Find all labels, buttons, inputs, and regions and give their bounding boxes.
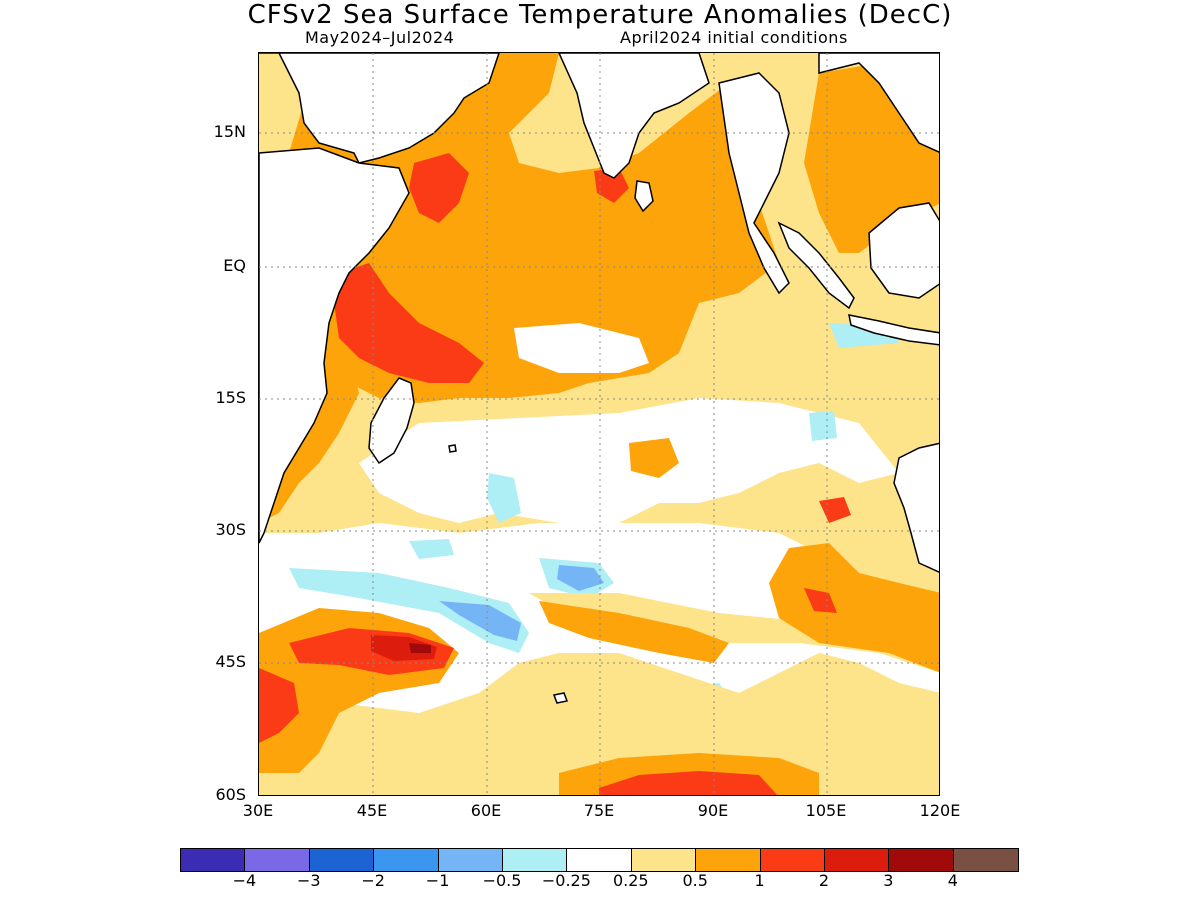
africa-arabia-land xyxy=(259,53,500,164)
moderate-warm-south xyxy=(539,601,729,663)
colorbar-label-5: −0.25 xyxy=(541,871,591,890)
colorbar-label-0: −4 xyxy=(232,871,257,890)
lon-label-75e: 75E xyxy=(583,801,615,820)
lat-label-15n: 15N xyxy=(213,122,246,141)
colorbar-swatch-1 xyxy=(245,849,310,871)
cool-patch-6 xyxy=(809,411,837,441)
borneo-land xyxy=(868,202,939,299)
moderate-warm-southeast xyxy=(769,543,939,673)
forecast-period: May2024–Jul2024 xyxy=(305,28,455,47)
colorbar-label-1: −3 xyxy=(297,871,321,890)
colorbar-label-4: −0.5 xyxy=(482,871,522,890)
strong-warm-west-edge xyxy=(259,668,299,743)
moderate-warm-center-south xyxy=(629,438,679,478)
neutral-central xyxy=(514,323,649,373)
lat-label-60s: 60S xyxy=(215,785,246,804)
lat-label-15s: 15S xyxy=(215,388,246,407)
colorbar-swatch-12 xyxy=(953,849,1019,871)
chart-title: CFSv2 Sea Surface Temperature Anomalies … xyxy=(247,0,953,30)
java-land xyxy=(848,314,939,346)
colorbar-label-6: 0.25 xyxy=(612,871,649,890)
lon-label-90e: 90E xyxy=(697,801,729,820)
graticule xyxy=(259,53,939,795)
lat-label-45s: 45S xyxy=(215,652,246,671)
lon-label-120e: 120E xyxy=(919,801,961,820)
colorbar-label-7: 0.5 xyxy=(682,871,708,890)
colorbar-label-8: 1 xyxy=(754,871,765,890)
indochina-land xyxy=(718,72,790,295)
india-land xyxy=(558,53,710,179)
colorbar-swatch-10 xyxy=(824,849,890,871)
cool-patch-1 xyxy=(487,473,521,523)
colorbar-swatch-4 xyxy=(438,849,503,871)
warm-band-south xyxy=(259,593,939,795)
colorbar-swatch-8 xyxy=(696,849,761,871)
colorbar-label-2: −2 xyxy=(361,871,385,890)
colorbar-label-3: −1 xyxy=(425,871,450,890)
strong-warm-southwest xyxy=(334,263,484,383)
colorbar-swatch-2 xyxy=(309,849,375,871)
strong-warm-srilanka xyxy=(594,168,629,203)
strong-warm-far-south xyxy=(599,771,778,795)
colorbar xyxy=(180,848,1020,872)
land-masses xyxy=(259,53,939,704)
map-canvas xyxy=(259,53,939,795)
lon-label-30e: 30E xyxy=(242,801,274,820)
cool-patch-2 xyxy=(409,539,454,559)
lon-label-60e: 60E xyxy=(470,801,502,820)
lat-label-30s: 30S xyxy=(215,520,246,539)
initial-conditions: April2024 initial conditions xyxy=(620,28,848,47)
colorbar-swatch-3 xyxy=(374,849,439,871)
sumatra-land xyxy=(777,221,855,310)
colorbar-label-11: 4 xyxy=(947,871,958,890)
colorbar-swatch-0 xyxy=(181,849,246,871)
lat-label-eq: EQ xyxy=(223,256,246,275)
strong-warm-se-patch-2 xyxy=(804,588,837,613)
cold-patch-2 xyxy=(439,601,521,641)
colorbar-swatch-9 xyxy=(760,849,825,871)
colorbar-swatch-11 xyxy=(889,849,954,871)
sst-anomaly-map xyxy=(258,52,940,796)
colorbar-label-9: 2 xyxy=(818,871,830,890)
australia-land xyxy=(893,442,939,573)
kerguelen-island xyxy=(552,692,569,704)
colorbar-swatch-6 xyxy=(567,849,632,871)
madagascar-land xyxy=(368,377,415,465)
very-strong-warm-45s xyxy=(371,635,437,661)
lon-label-45e: 45E xyxy=(356,801,388,820)
southeast-asia-land xyxy=(818,53,939,153)
mauritius-island xyxy=(448,444,457,453)
colorbar-swatch-7 xyxy=(631,849,697,871)
horn-of-africa-land xyxy=(259,147,410,544)
colorbar-swatch-5 xyxy=(502,849,568,871)
strong-warm-arabian xyxy=(409,153,469,223)
cool-patch-3 xyxy=(289,568,529,653)
lon-label-105e: 105E xyxy=(805,801,847,820)
cold-patch-1 xyxy=(557,565,604,591)
extreme-warm-45s xyxy=(409,643,431,653)
colorbar-label-10: 3 xyxy=(883,871,894,890)
sri-lanka-land xyxy=(634,180,654,213)
